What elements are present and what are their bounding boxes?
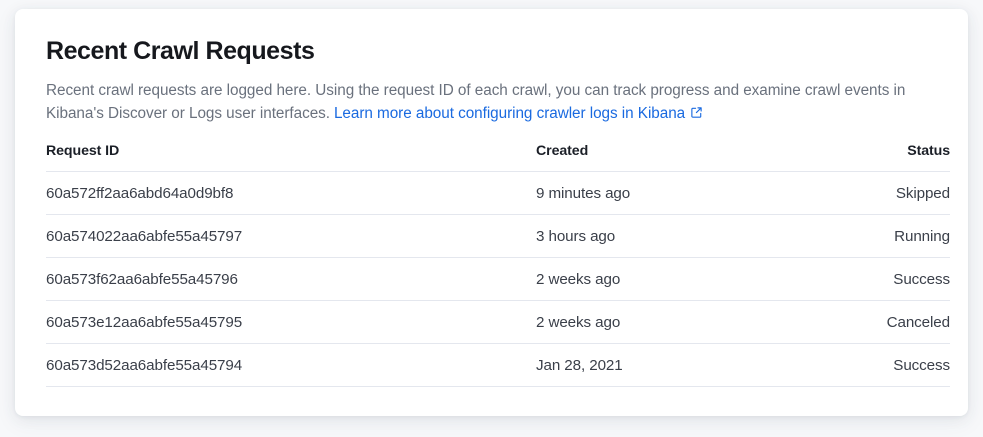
table-header: Request ID Created Status [46, 143, 950, 172]
learn-more-link-label: Learn more about configuring crawler log… [333, 105, 686, 122]
status-badge: Skipped [776, 171, 950, 215]
cell-request-id: 60a572ff2aa6abd64a0d9bf8 [46, 171, 536, 215]
cell-created: 2 weeks ago [536, 300, 776, 344]
panel-description: Recent crawl requests are logged here. U… [46, 79, 936, 125]
table-row: 60a572ff2aa6abd64a0d9bf8 9 minutes ago S… [46, 171, 950, 215]
table-header-row: Request ID Created Status [46, 143, 950, 172]
cell-created: Jan 28, 2021 [536, 343, 776, 387]
table-row: 60a574022aa6abfe55a45797 3 hours ago Run… [46, 214, 950, 258]
table-row: 60a573e12aa6abfe55a45795 2 weeks ago Can… [46, 300, 950, 344]
status-badge: Running [776, 214, 950, 258]
recent-crawl-requests-panel: Recent Crawl Requests Recent crawl reque… [15, 9, 968, 416]
cell-created: 2 weeks ago [536, 257, 776, 301]
cell-request-id: 60a574022aa6abfe55a45797 [46, 214, 536, 258]
status-badge: Canceled [776, 300, 950, 344]
table-row: 60a573d52aa6abfe55a45794 Jan 28, 2021 Su… [46, 343, 950, 387]
panel-description-text: Recent crawl requests are logged here. U… [46, 82, 906, 122]
external-link-icon [690, 106, 703, 119]
cell-request-id: 60a573e12aa6abfe55a45795 [46, 300, 536, 344]
status-badge: Success [776, 343, 950, 387]
column-header-status: Status [907, 143, 950, 159]
cell-created: 9 minutes ago [536, 171, 776, 215]
cell-request-id: 60a573d52aa6abfe55a45794 [46, 343, 536, 387]
column-header-created: Created [536, 143, 589, 159]
table-row: 60a573f62aa6abfe55a45796 2 weeks ago Suc… [46, 257, 950, 301]
crawl-requests-table: Request ID Created Status 60a572ff2aa6ab… [46, 143, 950, 387]
page-title: Recent Crawl Requests [46, 37, 315, 65]
column-header-request-id: Request ID [46, 143, 120, 159]
learn-more-link[interactable]: Learn more about configuring crawler log… [334, 105, 703, 122]
status-badge: Success [776, 257, 950, 301]
table-body: 60a572ff2aa6abd64a0d9bf8 9 minutes ago S… [46, 171, 950, 387]
cell-created: 3 hours ago [536, 214, 776, 258]
cell-request-id: 60a573f62aa6abfe55a45796 [46, 257, 536, 301]
